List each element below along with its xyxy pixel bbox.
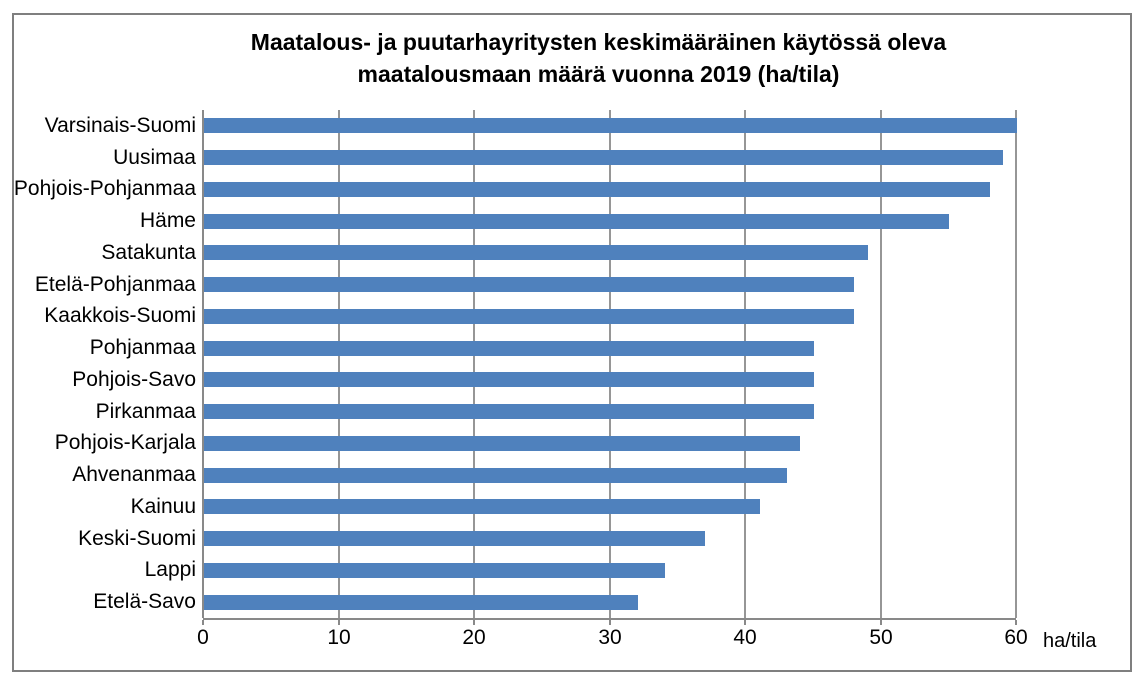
bar-kainuu	[204, 499, 760, 514]
chart-title-line-1: Maatalous- ja puutarhayritysten keskimää…	[250, 29, 947, 55]
tick-mark-x-0	[202, 620, 204, 625]
y-axis-line	[202, 110, 204, 618]
y-label-h-me: Häme	[139, 209, 196, 232]
gridline-x-20	[473, 110, 475, 618]
x-axis-unit-label: ha/tila	[1043, 630, 1097, 652]
bar-pohjois-savo	[204, 372, 814, 387]
bar-pirkanmaa	[204, 404, 814, 419]
chart-title: Maatalous- ja puutarhayritysten keskimää…	[70, 26, 1127, 90]
x-tick-label-10: 10	[327, 626, 351, 649]
y-label-varsinais-suomi: Varsinais-Suomi	[44, 114, 196, 137]
x-axis-tick-labels: 0 10 20 30 40 50 60	[197, 626, 1028, 652]
y-label-keski-suomi: Keski-Suomi	[78, 527, 196, 550]
gridline-x-50	[880, 110, 882, 618]
gridline-x-40	[744, 110, 746, 618]
bar-varsinais-suomi	[204, 118, 1017, 133]
y-label-satakunta: Satakunta	[101, 241, 196, 264]
y-label-kainuu: Kainuu	[130, 495, 196, 518]
bar-etel-savo	[204, 595, 638, 610]
bar-kaakkois-suomi	[204, 309, 854, 324]
bar-h-me	[204, 214, 949, 229]
x-tick-label-30: 30	[598, 626, 622, 649]
x-tick-label-40: 40	[733, 626, 757, 649]
y-label-pirkanmaa: Pirkanmaa	[95, 400, 196, 423]
x-tick-label-50: 50	[869, 626, 893, 649]
x-tick-label-20: 20	[462, 626, 486, 649]
plot-area	[202, 110, 1017, 625]
tick-mark-x-50	[880, 620, 882, 625]
bar-keski-suomi	[204, 531, 705, 546]
y-label-kaakkois-suomi: Kaakkois-Suomi	[44, 304, 196, 327]
chart-title-line-2: maatalousmaan määrä vuonna 2019 (ha/tila…	[357, 61, 840, 87]
bar-pohjanmaa	[204, 341, 814, 356]
y-label-pohjois-savo: Pohjois-Savo	[72, 368, 196, 391]
gridline-x-60	[1015, 110, 1017, 618]
bar-ahvenanmaa	[204, 468, 787, 483]
bar-etel-pohjanmaa	[204, 277, 854, 292]
y-label-pohjois-pohjanmaa: Pohjois-Pohjanmaa	[13, 177, 196, 200]
tick-mark-x-10	[338, 620, 340, 625]
x-tick-label-0: 0	[197, 626, 209, 649]
gridline-x-10	[338, 110, 340, 618]
x-tick-label-60: 60	[1004, 626, 1028, 649]
y-label-etel-pohjanmaa: Etelä-Pohjanmaa	[34, 273, 196, 296]
y-label-uusimaa: Uusimaa	[113, 146, 196, 169]
tick-mark-x-40	[744, 620, 746, 625]
tick-mark-x-20	[473, 620, 475, 625]
y-label-pohjois-karjala: Pohjois-Karjala	[54, 431, 196, 454]
y-label-ahvenanmaa: Ahvenanmaa	[72, 463, 196, 486]
tick-mark-x-30	[609, 620, 611, 625]
y-label-lappi: Lappi	[144, 558, 196, 581]
tick-mark-x-60	[1015, 620, 1017, 625]
bar-pohjois-pohjanmaa	[204, 182, 990, 197]
y-label-etel-savo: Etelä-Savo	[93, 590, 196, 613]
bar-lappi	[204, 563, 665, 578]
bar-pohjois-karjala	[204, 436, 800, 451]
gridline-x-30	[609, 110, 611, 618]
y-axis-labels: Varsinais-Suomi Uusimaa Pohjois-Pohjanmaa H…	[6, 110, 196, 618]
bar-uusimaa	[204, 150, 1003, 165]
bar-satakunta	[204, 245, 868, 260]
y-label-pohjanmaa: Pohjanmaa	[89, 336, 196, 359]
